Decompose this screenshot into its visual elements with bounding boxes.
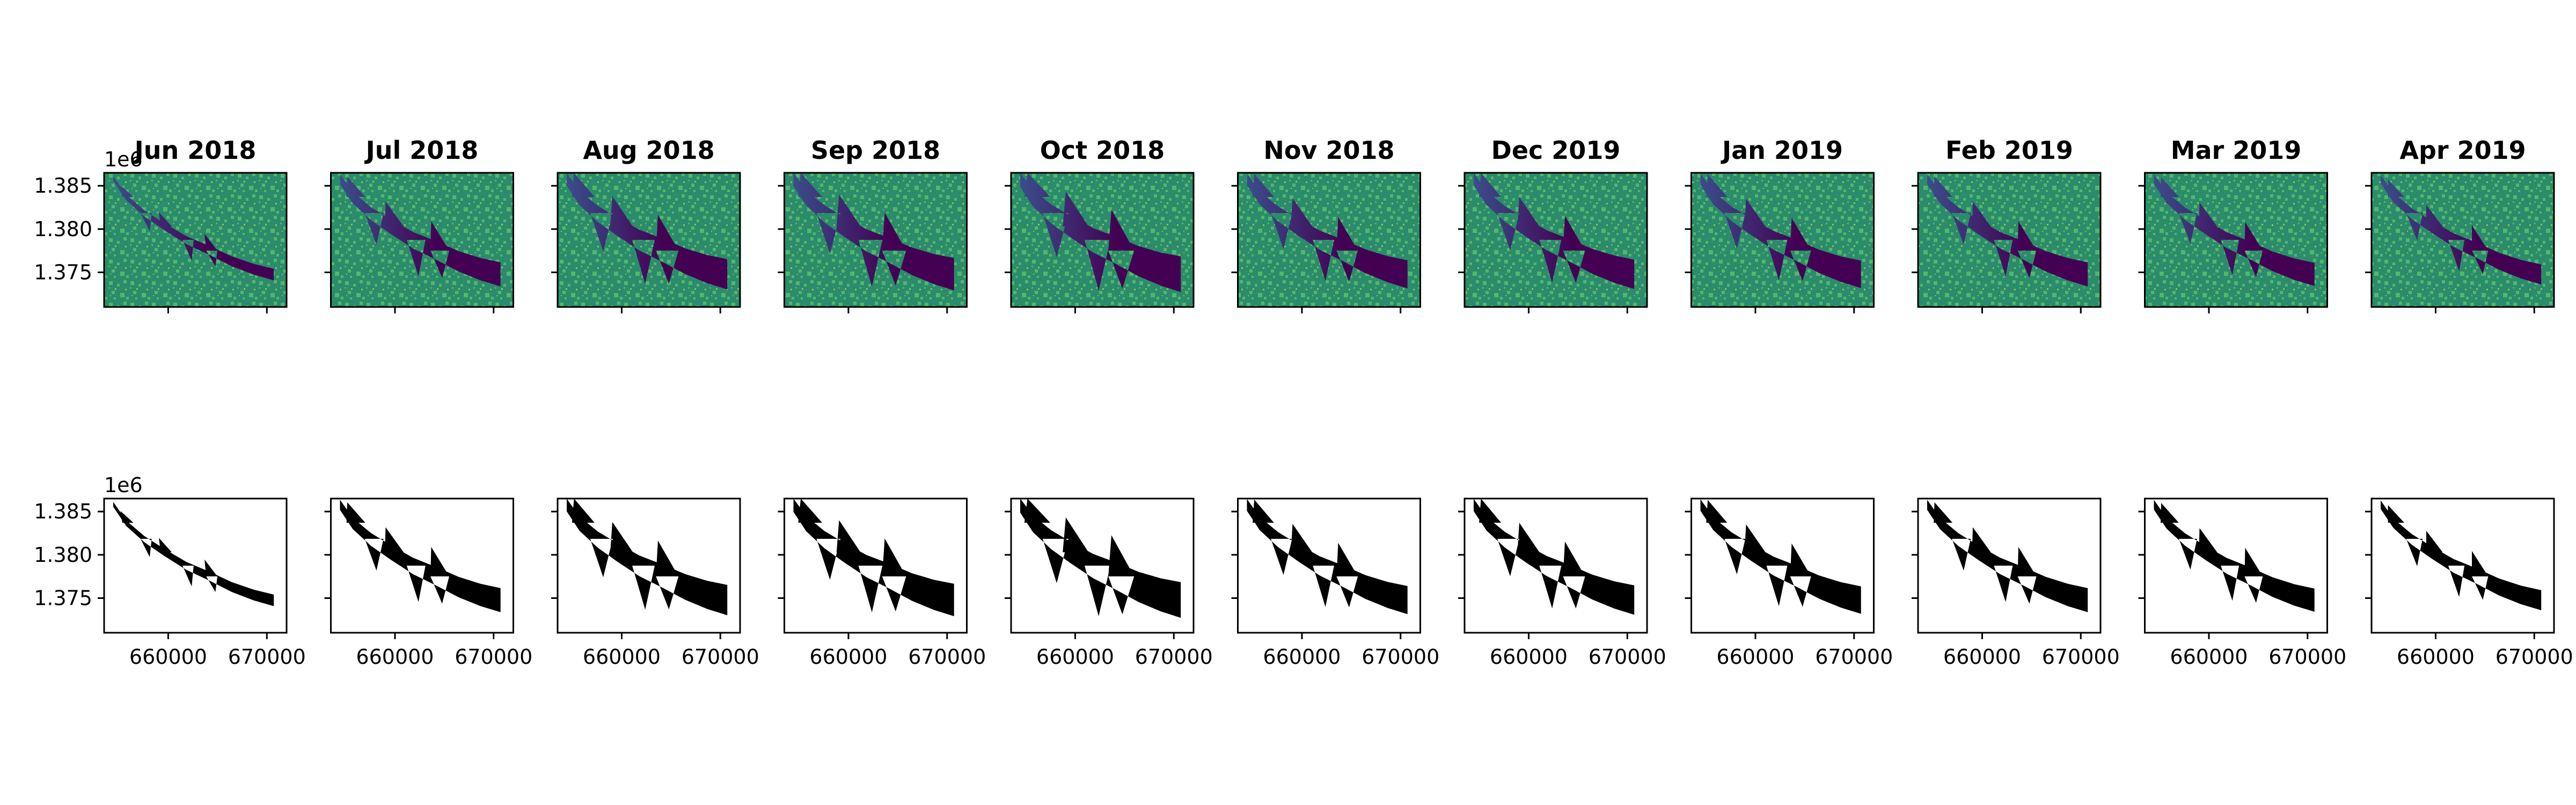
x-tick-label: 660000 [1943,645,2021,669]
x-tick-label: 660000 [129,645,207,669]
y-tick-label: 1.375 [34,586,92,610]
satellite-panel [330,172,514,308]
water-mask-panel [2370,497,2555,634]
satellite-panel [1690,172,1875,308]
water-mask-panel [2144,497,2328,634]
x-tick-label: 670000 [1589,645,1666,669]
panel-titles: Jun 2018 Jul 2018 Aug 2018 Sep 2018 Oct 2018… [133,136,2526,165]
x-tick-label: 660000 [809,645,887,669]
satellite-panel [103,172,288,308]
x-tick-label: 670000 [1362,645,1439,669]
axes-decorations: 660000 670000 660000 670000 660000 670000 6600… [34,148,2573,669]
y-tick-label: 1.385 [34,174,92,197]
water-mask-panel [784,497,968,634]
y-offset-label: 1e6 [104,473,143,497]
satellite-panel [2144,172,2328,308]
x-tick-label: 660000 [1036,645,1114,669]
x-tick-label: 660000 [1490,645,1568,669]
x-tick-label: 670000 [455,645,532,669]
x-tick-label: 670000 [228,645,306,669]
panel-title: Apr 2019 [2399,136,2526,165]
x-tick-label: 660000 [356,645,434,669]
satellite-panel [557,172,741,308]
y-tick-label: 1.385 [34,500,92,523]
x-tick-label: 670000 [2496,645,2573,669]
water-mask-panel [557,497,741,634]
water-mask-panel [330,497,514,634]
panel-title: Oct 2018 [1040,136,1165,165]
x-tick-label: 660000 [2170,645,2248,669]
satellite-panel [1237,172,1421,308]
satellite-panel [1917,172,2102,308]
x-tick-label: 670000 [1815,645,1893,669]
panel-title: Feb 2019 [1945,136,2073,165]
x-tick-label: 670000 [2042,645,2120,669]
y-offset-label: 1e6 [104,148,143,171]
water-mask-panel [1917,497,2102,634]
y-tick-label: 1.380 [34,217,92,241]
panel-title: Jan 2019 [1721,136,1843,165]
panel-title: Sep 2018 [811,136,940,165]
panel-title: Dec 2019 [1491,136,1621,165]
water-mask-panel [1237,497,1421,634]
water-mask-panel [103,497,288,634]
panel-title: Jul 2018 [364,136,479,165]
x-tick-label: 660000 [583,645,661,669]
x-tick-label: 670000 [682,645,759,669]
y-tick-label: 1.375 [34,260,92,284]
x-tick-label: 660000 [2397,645,2475,669]
x-tick-label: 670000 [1135,645,1213,669]
y-tick-label: 1.380 [34,543,92,567]
panel-title: Mar 2019 [2171,136,2302,165]
water-mask-panel [1463,497,1648,634]
satellite-row [103,172,2555,308]
x-tick-label: 670000 [908,645,986,669]
satellite-panel [1463,172,1648,308]
water-mask-panel [1010,497,1195,634]
x-tick-label: 670000 [2268,645,2346,669]
x-tick-label: 660000 [1263,645,1341,669]
water-mask-row [103,497,2555,634]
satellite-panel [2370,172,2555,308]
water-mask-panel [1690,497,1875,634]
panel-title: Nov 2018 [1263,136,1394,165]
panel-title: Jun 2018 [133,136,257,165]
panel-title: Aug 2018 [583,136,714,165]
x-tick-label: 660000 [1716,645,1794,669]
satellite-panel [1010,172,1195,308]
satellite-panel [784,172,968,308]
